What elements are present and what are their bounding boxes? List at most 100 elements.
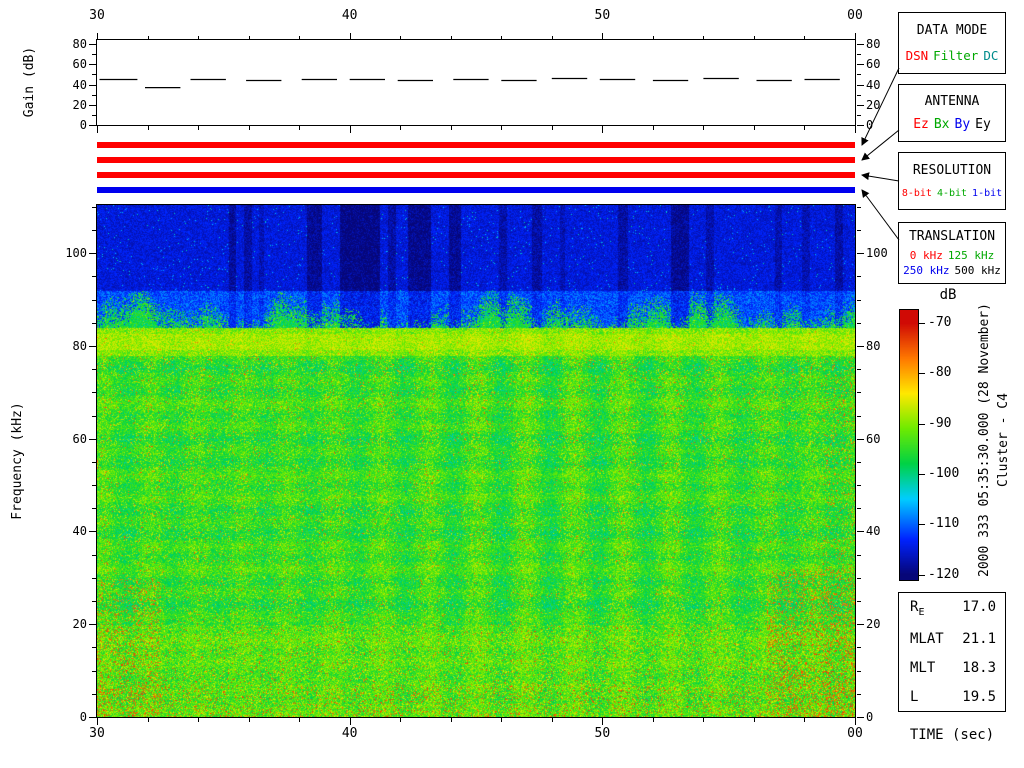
ephemeris-value: 21.1 bbox=[962, 630, 996, 647]
tick-label: 30 bbox=[89, 726, 105, 741]
callout-arrow bbox=[861, 172, 900, 182]
axis-tick bbox=[92, 508, 96, 509]
axis-tick bbox=[451, 36, 452, 40]
axis-tick bbox=[501, 718, 502, 722]
axis-tick bbox=[857, 485, 861, 486]
tick-label: 0 bbox=[79, 710, 87, 724]
axis-tick bbox=[857, 647, 861, 648]
gain-line-plot bbox=[99, 77, 840, 89]
legend-box-data-mode: DATA MODE DSN Filter DC bbox=[898, 12, 1006, 74]
axis-tick bbox=[754, 126, 755, 130]
axis-tick bbox=[653, 126, 654, 130]
axis-tick bbox=[857, 300, 861, 301]
colorbar-tick bbox=[919, 373, 925, 374]
legend-items: Ez Bx By Ey bbox=[913, 117, 991, 132]
axis-tick bbox=[92, 276, 96, 277]
legend-item: 8-bit bbox=[901, 188, 932, 199]
axis-tick bbox=[857, 44, 864, 45]
axis-tick bbox=[198, 36, 199, 40]
axis-tick bbox=[857, 253, 864, 254]
axis-tick bbox=[857, 578, 861, 579]
axis-tick bbox=[451, 126, 452, 130]
axis-tick bbox=[249, 126, 250, 130]
colorbar-tick-label: -120 bbox=[928, 567, 960, 582]
axis-tick bbox=[89, 439, 96, 440]
axis-tick bbox=[148, 126, 149, 130]
colorbar-tick bbox=[919, 323, 925, 324]
axis-tick bbox=[92, 115, 96, 116]
axis-tick bbox=[92, 230, 96, 231]
spectrogram-plot bbox=[96, 204, 856, 718]
legend-box-antenna: ANTENNA Ez Bx By Ey bbox=[898, 84, 1006, 142]
axis-tick bbox=[857, 346, 864, 347]
tick-label: 20 bbox=[72, 617, 87, 631]
axis-tick bbox=[857, 624, 864, 625]
ephemeris-row: RE 17.0 bbox=[899, 599, 1005, 618]
axis-tick bbox=[857, 207, 861, 208]
tick-label: 20 bbox=[72, 98, 87, 112]
axis-tick bbox=[857, 439, 864, 440]
axis-tick bbox=[754, 36, 755, 40]
ephemeris-label: RE bbox=[910, 599, 925, 619]
time-axis-title: TIME (sec) bbox=[909, 727, 995, 743]
tick-label: 0 bbox=[866, 710, 874, 724]
axis-tick bbox=[857, 392, 861, 393]
legend-item: 0 kHz bbox=[909, 249, 943, 263]
frequency-axis-title: Frequency (kHz) bbox=[10, 402, 25, 520]
tick-label: 80 bbox=[72, 37, 87, 51]
antenna-bar bbox=[97, 157, 855, 163]
axis-tick bbox=[857, 125, 864, 126]
tick-label: 0 bbox=[79, 118, 87, 132]
callout-arrow bbox=[861, 129, 900, 161]
tick-label: 60 bbox=[866, 432, 881, 446]
ephemeris-row: L 19.5 bbox=[899, 689, 1005, 705]
axis-tick bbox=[89, 85, 96, 86]
legend-item: DSN bbox=[905, 48, 929, 63]
axis-tick bbox=[857, 717, 864, 718]
axis-tick bbox=[97, 33, 98, 40]
axis-tick bbox=[857, 54, 861, 55]
axis-tick bbox=[400, 126, 401, 130]
colorbar-canvas bbox=[900, 310, 918, 580]
tick-label: 40 bbox=[866, 524, 881, 538]
axis-tick bbox=[92, 601, 96, 602]
axis-tick bbox=[92, 671, 96, 672]
axis-tick bbox=[552, 126, 553, 130]
axis-tick bbox=[92, 485, 96, 486]
axis-tick bbox=[855, 126, 856, 133]
axis-tick bbox=[857, 462, 861, 463]
axis-tick bbox=[299, 718, 300, 722]
legend-item: 1-bit bbox=[972, 188, 1003, 199]
axis-tick bbox=[249, 36, 250, 40]
axis-tick bbox=[97, 126, 98, 133]
tick-label: 00 bbox=[847, 726, 863, 741]
ephemeris-row: MLT 18.3 bbox=[899, 660, 1005, 676]
data-mode-bar bbox=[97, 142, 855, 148]
tick-label: 60 bbox=[866, 57, 881, 71]
axis-tick bbox=[857, 95, 861, 96]
axis-tick bbox=[754, 718, 755, 722]
legend-line: Ez Bx By Ey bbox=[913, 117, 991, 132]
axis-tick bbox=[602, 33, 603, 40]
axis-tick bbox=[602, 126, 603, 133]
colorbar bbox=[899, 309, 919, 581]
tick-label: 40 bbox=[341, 726, 358, 741]
callout-arrow bbox=[861, 189, 900, 241]
axis-tick bbox=[92, 392, 96, 393]
legend-title: RESOLUTION bbox=[912, 163, 992, 178]
axis-tick bbox=[92, 462, 96, 463]
legend-line: 0 kHz 125 kHz bbox=[903, 249, 1001, 262]
axis-tick bbox=[249, 718, 250, 722]
tick-label: 60 bbox=[72, 432, 87, 446]
axis-tick bbox=[857, 64, 864, 65]
axis-tick bbox=[400, 36, 401, 40]
axis-tick bbox=[148, 36, 149, 40]
axis-tick bbox=[602, 718, 603, 725]
axis-tick bbox=[89, 64, 96, 65]
legend-title: DATA MODE bbox=[916, 23, 988, 38]
timestamp-text: 2000 333 05:35:30.000 (28 November) bbox=[977, 303, 992, 577]
ephemeris-value: 18.3 bbox=[962, 659, 996, 676]
timestamp-sidebar: 2000 333 05:35:30.000 (28 November) Clus… bbox=[974, 290, 1014, 590]
axis-tick bbox=[89, 624, 96, 625]
axis-tick bbox=[92, 416, 96, 417]
